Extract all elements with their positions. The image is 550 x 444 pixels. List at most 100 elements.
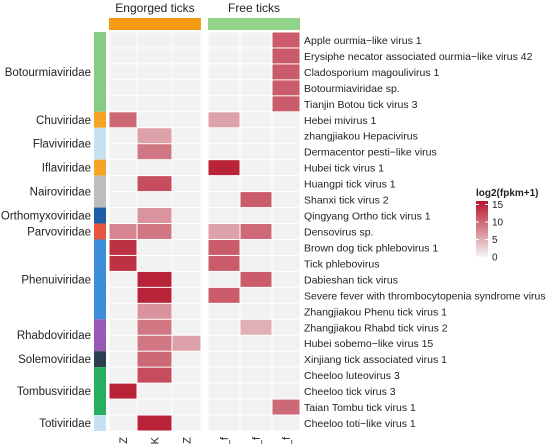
cell-17-0 — [109, 303, 137, 319]
cell-20-0 — [109, 351, 137, 367]
cell-15-3 — [208, 271, 240, 287]
row-label: Hubei sobemo−like virus 15 — [304, 338, 433, 350]
family-label: Botourmiaviridae — [5, 67, 91, 79]
cell-23-2 — [172, 399, 201, 415]
cell-6-4 — [240, 128, 272, 144]
cell-6-5 — [272, 128, 300, 144]
cell-16-2 — [172, 287, 201, 303]
cell-2-0 — [109, 64, 137, 80]
cell-1-2 — [172, 48, 201, 64]
cell-1-3 — [208, 48, 240, 64]
cell-9-4 — [240, 176, 272, 192]
cell-8-1 — [137, 160, 172, 176]
cell-16-4 — [240, 287, 272, 303]
row-label: Cheeloo tick virus 3 — [304, 386, 396, 398]
heatmap-cells — [109, 32, 300, 431]
family-label: Rhabdoviridae — [17, 330, 91, 342]
cell-14-4 — [240, 255, 272, 271]
cell-4-2 — [172, 96, 201, 112]
row-label: Hubei tick virus 1 — [304, 163, 384, 175]
cell-21-0 — [109, 367, 137, 383]
cell-13-0 — [109, 239, 137, 255]
cell-10-2 — [172, 192, 201, 208]
cell-1-5 — [272, 48, 300, 64]
cell-5-3 — [208, 112, 240, 128]
row-label: Cheeloo luteovirus 3 — [304, 370, 400, 382]
cell-4-0 — [109, 96, 137, 112]
family-strip-segment — [94, 239, 106, 320]
cell-6-1 — [137, 128, 172, 144]
cell-14-0 — [109, 255, 137, 271]
cell-11-5 — [272, 208, 300, 224]
cell-24-2 — [172, 415, 201, 431]
cell-20-1 — [137, 351, 172, 367]
family-strip-segment — [94, 175, 106, 208]
cell-15-2 — [172, 271, 201, 287]
row-labels: Apple ourmia−like virus 1 Erysiphe necato… — [304, 35, 546, 430]
cell-3-5 — [272, 80, 300, 96]
cell-10-5 — [272, 192, 300, 208]
cell-12-1 — [137, 224, 172, 239]
cell-4-5 — [272, 96, 300, 112]
cell-14-5 — [272, 255, 300, 271]
cell-11-0 — [109, 208, 137, 224]
column-label: CZ — [118, 437, 130, 444]
cell-0-1 — [137, 32, 172, 48]
cell-5-2 — [172, 112, 201, 128]
cell-16-5 — [272, 287, 300, 303]
cell-3-0 — [109, 80, 137, 96]
row-label: Tianjin Botou tick virus 3 — [304, 99, 418, 111]
cell-18-5 — [272, 319, 300, 335]
legend-gradient-bar — [476, 201, 488, 257]
cell-0-5 — [272, 32, 300, 48]
legend-tick-label: 0 — [492, 253, 498, 264]
cell-18-2 — [172, 319, 201, 335]
row-label: zhangjiakou Hepacivirus — [304, 131, 418, 143]
family-strip-segment — [94, 351, 106, 368]
family-label: Chuviridae — [36, 115, 91, 127]
cell-16-3 — [208, 287, 240, 303]
row-label: Dermacentor pesti−like virus — [304, 147, 437, 159]
cell-22-4 — [240, 383, 272, 399]
cell-16-1 — [137, 287, 172, 303]
cell-20-3 — [208, 351, 240, 367]
family-strip-segment — [94, 367, 106, 416]
family-strip-segment — [94, 415, 106, 431]
legend-tick-label: 10 — [492, 218, 504, 229]
row-label: Cladosporium magoulivirus 1 — [304, 67, 440, 79]
cell-20-4 — [240, 351, 272, 367]
cell-10-0 — [109, 192, 137, 208]
row-label: Cheeloo toti−like virus 1 — [304, 418, 416, 430]
legend-tick-label: 15 — [492, 200, 504, 211]
cell-20-2 — [172, 351, 201, 367]
cell-23-1 — [137, 399, 172, 415]
group-header-bars: Engorged ticks Free ticks — [109, 1, 300, 30]
cell-21-1 — [137, 367, 172, 383]
cell-19-4 — [240, 335, 272, 351]
cell-3-1 — [137, 80, 172, 96]
row-label: Qingyang Ortho tick virus 1 — [304, 211, 431, 223]
cell-18-1 — [137, 319, 172, 335]
cell-15-4 — [240, 271, 272, 287]
row-label: Shanxi tick virus 2 — [304, 195, 389, 207]
row-label: Huangpi tick virus 1 — [304, 179, 396, 191]
cell-10-3 — [208, 192, 240, 208]
cell-20-5 — [272, 351, 300, 367]
family-strip-segment — [94, 127, 106, 160]
cell-18-3 — [208, 319, 240, 335]
cell-6-2 — [172, 128, 201, 144]
cell-8-0 — [109, 160, 137, 176]
cell-8-3 — [208, 160, 240, 176]
cell-24-0 — [109, 415, 137, 431]
cell-17-3 — [208, 303, 240, 319]
family-strip-segment — [94, 32, 106, 112]
cell-4-1 — [137, 96, 172, 112]
cell-9-3 — [208, 176, 240, 192]
cell-24-1 — [137, 415, 172, 431]
cell-3-2 — [172, 80, 201, 96]
row-label: Dabieshan tick virus — [304, 274, 398, 286]
cell-15-1 — [137, 271, 172, 287]
cell-17-2 — [172, 303, 201, 319]
cell-22-3 — [208, 383, 240, 399]
cell-9-2 — [172, 176, 201, 192]
